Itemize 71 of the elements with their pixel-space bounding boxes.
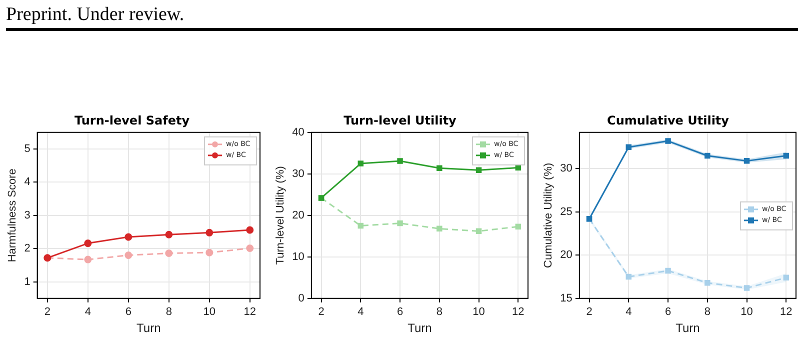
point bbox=[436, 165, 442, 171]
y-tick-label: 1 bbox=[24, 276, 30, 288]
point bbox=[665, 268, 671, 274]
y-tick-label: 20 bbox=[292, 209, 304, 222]
point bbox=[704, 280, 710, 286]
y-tick-label: 5 bbox=[24, 143, 30, 156]
point bbox=[476, 167, 482, 174]
x-tick-label: 2 bbox=[586, 306, 592, 318]
x-tick-label: 12 bbox=[512, 306, 524, 318]
x-tick-label: 6 bbox=[125, 306, 132, 318]
y-tick-label: 20 bbox=[560, 249, 572, 262]
point bbox=[124, 233, 132, 241]
y-axis-title: Cumulative Utility (%) bbox=[542, 162, 555, 268]
point bbox=[626, 274, 632, 280]
x-axis-title: Turn bbox=[136, 321, 161, 336]
x-tick-label: 6 bbox=[664, 306, 672, 318]
x-tick-label: 12 bbox=[244, 306, 256, 318]
point bbox=[246, 244, 254, 252]
y-tick-label: 4 bbox=[24, 176, 30, 188]
x-tick-label: 4 bbox=[358, 306, 364, 318]
point bbox=[397, 158, 403, 164]
point bbox=[665, 138, 671, 144]
point bbox=[358, 222, 364, 229]
point bbox=[783, 274, 790, 281]
point bbox=[84, 240, 92, 248]
point bbox=[744, 158, 750, 164]
x-tick-label: 8 bbox=[704, 306, 710, 318]
point bbox=[515, 224, 522, 230]
point bbox=[206, 248, 214, 256]
point bbox=[397, 220, 403, 226]
y-axis-title: Harmfulness Score bbox=[6, 168, 19, 262]
x-tick-label: 12 bbox=[780, 306, 792, 318]
x-tick-label: 4 bbox=[84, 306, 91, 318]
y-tick-label: 25 bbox=[560, 206, 572, 218]
x-tick-label: 2 bbox=[44, 306, 50, 318]
point bbox=[783, 152, 790, 159]
text: Preprint. Under review. bbox=[6, 2, 798, 31]
point bbox=[476, 228, 482, 234]
y-tick-label: 30 bbox=[560, 162, 572, 175]
point bbox=[165, 250, 173, 257]
y-tick-label: 2 bbox=[24, 242, 30, 255]
x-tick-label: 10 bbox=[472, 306, 485, 318]
chart-title: Turn-level Utility bbox=[344, 113, 457, 128]
chart-title: Cumulative Utility bbox=[607, 113, 730, 128]
point bbox=[206, 228, 214, 236]
x-tick-label: 8 bbox=[166, 306, 172, 318]
x-tick-label: 4 bbox=[626, 306, 632, 318]
y-tick-label: 10 bbox=[292, 250, 304, 263]
x-tick-label: 2 bbox=[318, 306, 324, 318]
point bbox=[704, 152, 710, 159]
y-tick-label: 15 bbox=[560, 292, 572, 304]
point bbox=[436, 226, 442, 232]
point bbox=[626, 144, 632, 150]
point bbox=[165, 230, 173, 238]
y-tick-label: 40 bbox=[292, 126, 304, 138]
x-tick-label: 10 bbox=[203, 306, 216, 318]
chart-title: Turn-level Safety bbox=[74, 113, 190, 128]
y-tick-label: 30 bbox=[292, 168, 304, 180]
x-tick-label: 8 bbox=[436, 306, 442, 318]
x-axis-title: Turn bbox=[408, 321, 432, 336]
point bbox=[124, 251, 132, 259]
x-tick-label: 6 bbox=[396, 306, 404, 318]
x-axis-title: Turn bbox=[676, 321, 700, 336]
point bbox=[744, 285, 750, 291]
point bbox=[84, 256, 92, 264]
point bbox=[246, 226, 254, 234]
point bbox=[358, 160, 364, 166]
y-tick-label: 0 bbox=[298, 292, 304, 304]
y-axis-title: Turn-level Utility (%) bbox=[274, 166, 287, 265]
x-tick-label: 10 bbox=[740, 306, 753, 318]
y-tick-label: 3 bbox=[24, 209, 30, 222]
